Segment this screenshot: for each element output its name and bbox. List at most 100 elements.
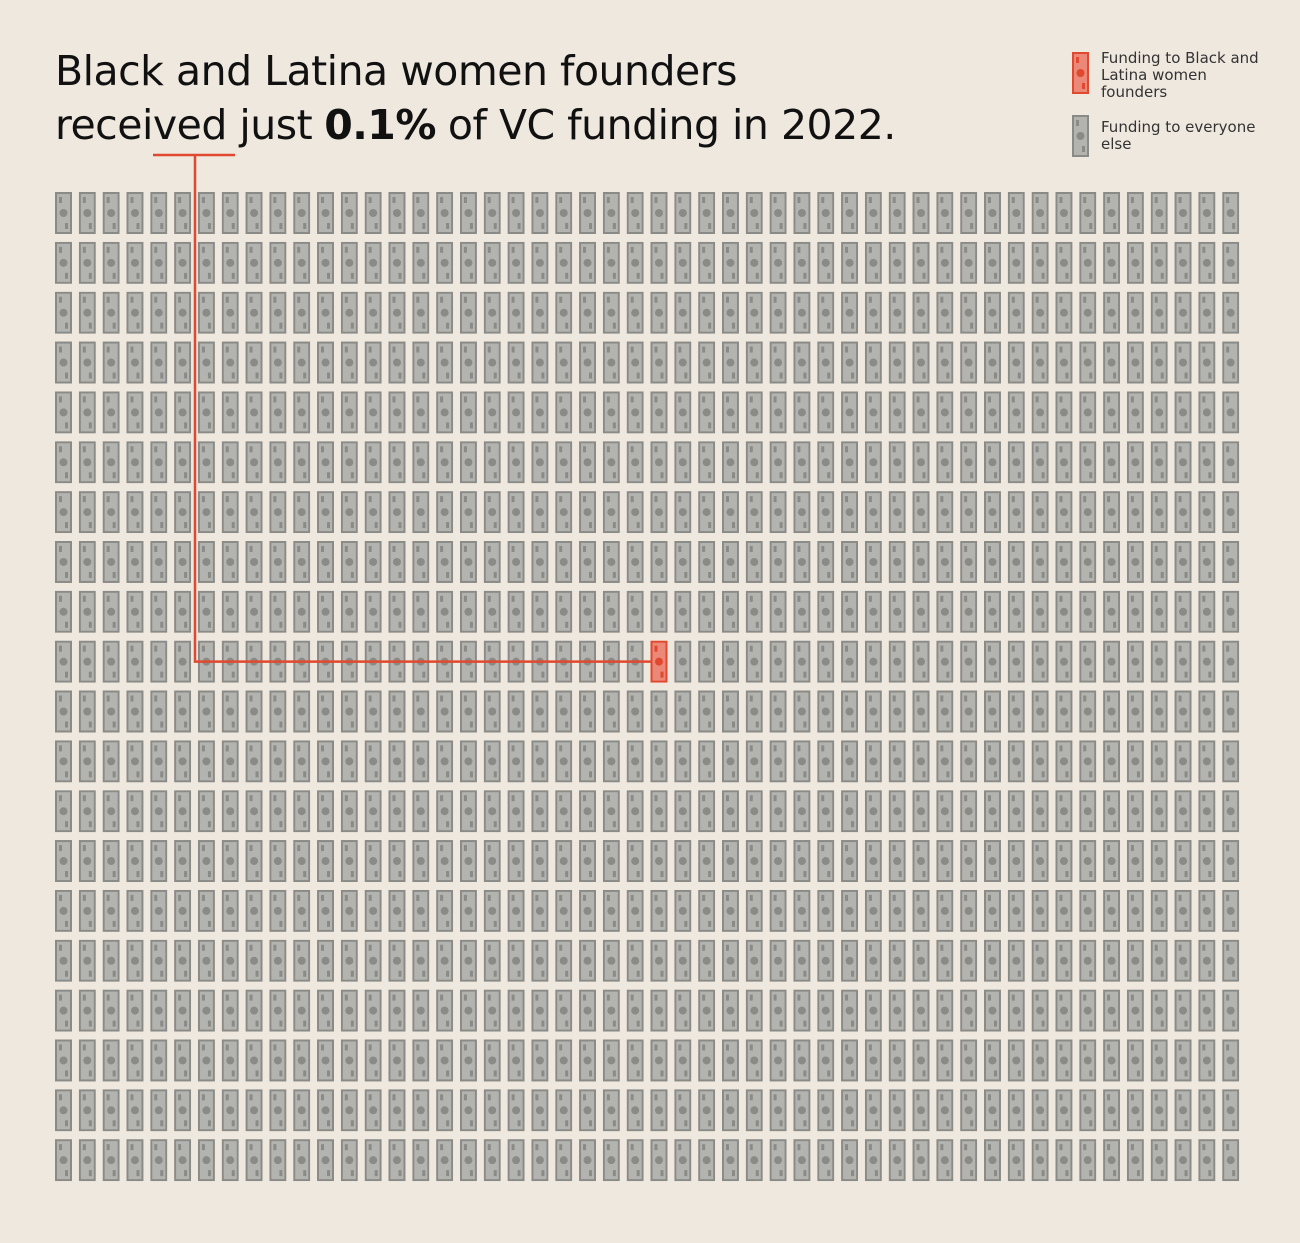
bill bbox=[388, 1089, 406, 1132]
bill bbox=[864, 740, 882, 783]
bill bbox=[793, 241, 811, 284]
bill bbox=[579, 740, 597, 783]
bill bbox=[126, 989, 144, 1032]
bill bbox=[1055, 989, 1073, 1032]
bill bbox=[317, 889, 335, 932]
bill bbox=[698, 1039, 716, 1082]
bill bbox=[793, 989, 811, 1032]
bill bbox=[721, 640, 739, 683]
bill bbox=[150, 640, 168, 683]
bill bbox=[364, 1139, 382, 1182]
bill bbox=[1150, 790, 1168, 833]
bill bbox=[1126, 790, 1144, 833]
bill bbox=[936, 1089, 954, 1132]
bill bbox=[150, 1139, 168, 1182]
bill bbox=[1150, 1139, 1168, 1182]
bill bbox=[960, 590, 978, 633]
bill bbox=[364, 690, 382, 733]
bill bbox=[483, 540, 501, 583]
bill bbox=[412, 441, 430, 484]
bill bbox=[912, 341, 930, 384]
bill bbox=[1079, 840, 1097, 883]
bill bbox=[1222, 241, 1240, 284]
bill bbox=[983, 840, 1001, 883]
bill bbox=[983, 640, 1001, 683]
bill bbox=[983, 1139, 1001, 1182]
bill bbox=[579, 939, 597, 982]
bill bbox=[841, 939, 859, 982]
bill bbox=[841, 690, 859, 733]
bill bbox=[174, 241, 192, 284]
bill bbox=[436, 192, 454, 234]
bill bbox=[912, 491, 930, 534]
bill bbox=[579, 192, 597, 234]
bill bbox=[1031, 441, 1049, 484]
bill bbox=[960, 840, 978, 883]
bill bbox=[174, 291, 192, 334]
bill bbox=[531, 491, 549, 534]
bill bbox=[1007, 740, 1025, 783]
bill bbox=[412, 291, 430, 334]
bill bbox=[1126, 590, 1144, 633]
bill bbox=[960, 1089, 978, 1132]
bill bbox=[412, 989, 430, 1032]
bill bbox=[817, 790, 835, 833]
bill bbox=[817, 491, 835, 534]
bill bbox=[364, 1039, 382, 1082]
bill bbox=[650, 740, 668, 783]
bill bbox=[1031, 241, 1049, 284]
bill bbox=[1031, 1089, 1049, 1132]
bill bbox=[483, 840, 501, 883]
bill bbox=[841, 1139, 859, 1182]
bill bbox=[698, 491, 716, 534]
bill bbox=[698, 740, 716, 783]
bill bbox=[745, 241, 763, 284]
bill bbox=[197, 1039, 215, 1082]
bill bbox=[1174, 1039, 1192, 1082]
bill bbox=[769, 241, 787, 284]
bill bbox=[864, 192, 882, 234]
bill bbox=[412, 590, 430, 633]
bill bbox=[674, 540, 692, 583]
bill bbox=[1150, 590, 1168, 633]
bill bbox=[293, 1089, 311, 1132]
bill bbox=[317, 341, 335, 384]
bill bbox=[1150, 491, 1168, 534]
bill bbox=[174, 939, 192, 982]
bill bbox=[817, 590, 835, 633]
bill bbox=[55, 740, 72, 783]
bill bbox=[769, 840, 787, 883]
bill bbox=[626, 840, 644, 883]
bill bbox=[126, 1139, 144, 1182]
bill bbox=[674, 740, 692, 783]
bill bbox=[293, 291, 311, 334]
bill bbox=[888, 441, 906, 484]
bill bbox=[1174, 341, 1192, 384]
bill bbox=[245, 590, 263, 633]
bill bbox=[531, 590, 549, 633]
bill bbox=[626, 790, 644, 833]
bill bbox=[888, 790, 906, 833]
bill bbox=[555, 1139, 573, 1182]
bill bbox=[531, 192, 549, 234]
bill bbox=[340, 1089, 358, 1132]
bill bbox=[1198, 1139, 1216, 1182]
bill bbox=[817, 840, 835, 883]
bill bbox=[388, 192, 406, 234]
bill bbox=[650, 241, 668, 284]
bill bbox=[745, 989, 763, 1032]
bill bbox=[1007, 840, 1025, 883]
bill bbox=[221, 989, 239, 1032]
bill bbox=[983, 590, 1001, 633]
bill bbox=[364, 391, 382, 434]
bill bbox=[674, 690, 692, 733]
bill bbox=[459, 341, 477, 384]
bill bbox=[269, 690, 287, 733]
bill bbox=[436, 790, 454, 833]
bill bbox=[459, 840, 477, 883]
bill bbox=[817, 939, 835, 982]
bill bbox=[674, 291, 692, 334]
bill bbox=[1103, 889, 1121, 932]
bill bbox=[221, 341, 239, 384]
bill bbox=[579, 241, 597, 284]
